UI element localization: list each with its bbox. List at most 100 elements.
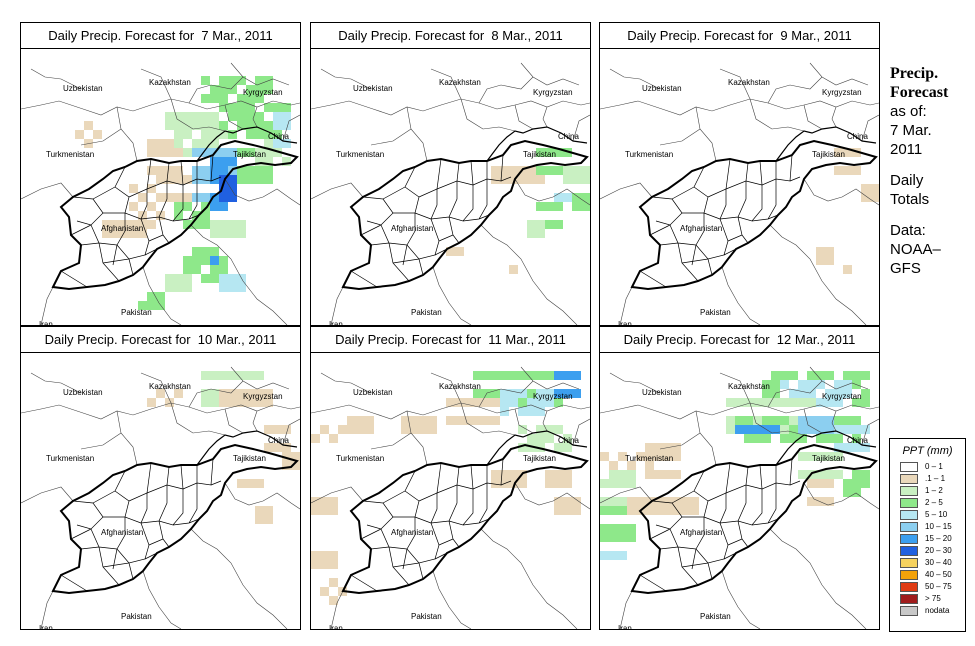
country-boundary xyxy=(142,570,182,629)
afghanistan-outline xyxy=(630,139,878,291)
province-boundary xyxy=(691,548,713,580)
country-label-kyrgyzstan: Kyrgyzstan xyxy=(243,392,283,401)
precip-cell xyxy=(228,184,237,193)
precip-cell xyxy=(201,220,210,229)
precip-cell xyxy=(645,497,654,506)
country-label-kyrgyzstan: Kyrgyzstan xyxy=(533,88,573,97)
precip-cell xyxy=(365,416,374,425)
country-label-uzbekistan: Uzbekistan xyxy=(353,388,393,397)
precip-cell xyxy=(681,497,690,506)
country-boundary xyxy=(480,528,578,629)
precip-cell xyxy=(111,229,120,238)
precip-cell xyxy=(264,443,273,452)
precip-cell xyxy=(138,301,147,310)
precip-cell xyxy=(246,103,255,112)
country-label-iran: Iran xyxy=(618,624,632,629)
precip-cell xyxy=(264,148,273,157)
precip-cell xyxy=(120,220,129,229)
precip-cell xyxy=(264,166,273,175)
precip-cell xyxy=(762,380,771,389)
precip-map-svg: Uzbekistan Kazakhstan Kyrgyzstan ChinaTajik… xyxy=(600,62,879,325)
precip-map: Uzbekistan Kazakhstan Kyrgyzstan China Tajik… xyxy=(599,352,880,630)
precip-cell xyxy=(563,443,572,452)
precip-cell xyxy=(165,175,174,184)
precip-cell xyxy=(273,139,282,148)
precip-cell xyxy=(527,166,536,175)
precip-cell xyxy=(744,434,753,443)
precip-cell xyxy=(237,103,246,112)
precip-cell xyxy=(636,452,645,461)
precip-cell xyxy=(219,175,228,184)
precip-cell xyxy=(645,506,654,515)
country-boundary xyxy=(330,286,344,325)
precip-cell xyxy=(780,371,789,380)
precip-cell xyxy=(219,229,228,238)
precip-cell xyxy=(201,76,210,85)
precip-cell xyxy=(554,166,563,175)
legend-swatch xyxy=(900,534,918,544)
precip-cell xyxy=(545,148,554,157)
precip-cell xyxy=(174,283,183,292)
country-boundary xyxy=(190,224,288,325)
precip-cell xyxy=(834,452,843,461)
legend-item: 15 – 20 xyxy=(890,533,965,545)
precip-cell xyxy=(834,416,843,425)
precip-cell xyxy=(264,121,273,130)
precip-cell xyxy=(663,470,672,479)
precip-cell xyxy=(156,139,165,148)
precip-cell xyxy=(753,416,762,425)
country-boundary xyxy=(749,98,805,132)
precip-cell xyxy=(563,193,572,202)
precip-cell xyxy=(852,148,861,157)
precip-cell xyxy=(545,470,554,479)
precip-cell xyxy=(825,425,834,434)
precip-cell xyxy=(201,121,210,130)
precip-cell xyxy=(183,283,192,292)
precip-cell xyxy=(798,452,807,461)
province-boundary xyxy=(436,464,474,494)
precip-cell xyxy=(237,166,246,175)
precip-cell xyxy=(183,112,192,121)
province-boundary xyxy=(140,485,184,526)
precip-cell xyxy=(174,202,183,211)
precip-cell xyxy=(518,389,527,398)
province-boundary xyxy=(172,483,200,526)
precip-cell xyxy=(663,497,672,506)
province-boundary xyxy=(462,179,490,222)
precip-cell xyxy=(572,193,581,202)
precip-cell xyxy=(201,211,210,220)
precip-cell xyxy=(852,488,861,497)
side-title-line1: Precip. xyxy=(890,65,939,82)
precip-cell xyxy=(210,121,219,130)
precip-cell xyxy=(744,425,753,434)
country-boundary xyxy=(514,104,534,130)
province-boundary xyxy=(350,574,378,592)
country-boundary xyxy=(809,62,869,86)
country-label-uzbekistan: Uzbekistan xyxy=(353,84,393,93)
precip-cell xyxy=(780,416,789,425)
country-label-tajikistan: Tajikistan xyxy=(233,150,266,159)
country-label-tajikistan: Tajikistan xyxy=(812,454,845,463)
precip-cell xyxy=(861,389,870,398)
precip-cell xyxy=(428,425,437,434)
precip-map-svg: Uzbekistan Kazakhstan Kyrgyzstan ChinaTajik… xyxy=(311,62,590,325)
country-boundary xyxy=(330,590,344,629)
country-label-kyrgyzstan: Kyrgyzstan xyxy=(533,392,573,401)
precip-cell xyxy=(825,497,834,506)
country-boundary xyxy=(695,410,717,466)
precip-cell xyxy=(165,398,174,407)
precip-cell xyxy=(246,175,255,184)
province-boundary xyxy=(693,462,731,502)
legend-item: 5 – 10 xyxy=(890,509,965,521)
precip-cell xyxy=(690,497,699,506)
forecast-panel: Daily Precip. Forecast for 7 Mar., 2011 U… xyxy=(20,22,301,326)
precip-cell xyxy=(500,389,509,398)
precip-cell xyxy=(138,229,147,238)
precip-cells xyxy=(446,148,590,274)
country-label-iran: Iran xyxy=(618,320,632,325)
precip-cell xyxy=(825,398,834,407)
precip-cell xyxy=(347,416,356,425)
precip-cell xyxy=(825,371,834,380)
precip-cell xyxy=(536,202,545,211)
legend-label: 40 – 50 xyxy=(925,570,952,579)
